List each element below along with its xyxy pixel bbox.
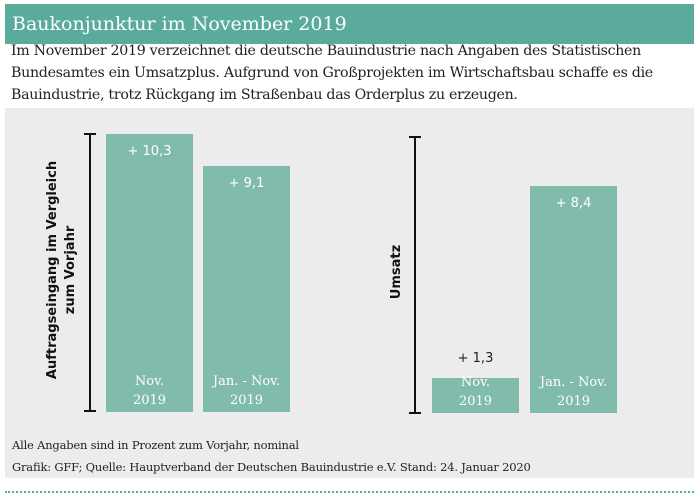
bar — [203, 166, 290, 412]
y-axis-cap-top-1 — [84, 133, 96, 135]
intro-text: Im November 2019 verzeichnet die deutsch… — [11, 43, 653, 103]
bar — [530, 186, 617, 413]
category-line: 2019 — [458, 394, 493, 409]
y-label-line: Umsatz — [389, 244, 404, 300]
category-label: Jan. - Nov. 2019 — [530, 373, 617, 411]
category-line: 2019 — [132, 393, 167, 408]
category-line: Jan. - Nov. — [212, 374, 281, 389]
y-label-line: zum Vorjahr — [63, 225, 78, 315]
category-line: Nov. — [134, 374, 165, 389]
category-line: Jan. - Nov. — [539, 375, 608, 390]
data-label: + 9,1 — [228, 176, 265, 192]
dotted-divider — [5, 491, 694, 493]
y-axis-cap-bottom-1 — [84, 410, 96, 412]
category-label: Jan. - Nov. 2019 — [203, 372, 290, 410]
y-axis-label-2: Umsatz — [388, 245, 406, 299]
y-axis-cap-top-2 — [409, 136, 421, 138]
data-label: + 1,3 — [457, 350, 494, 366]
page-title: Baukonjunktur im November 2019 — [5, 4, 694, 44]
y-axis-label-1: Auftragseingang im Vergleich zum Vorjahr — [44, 161, 80, 379]
data-label: + 8,4 — [555, 196, 592, 212]
y-axis-line-1 — [89, 133, 91, 412]
footnote: Alle Angaben sind in Prozent zum Vorjahr… — [12, 438, 299, 452]
source-note: Grafik: GFF; Quelle: Hauptverband der De… — [12, 460, 531, 474]
category-line: Nov. — [460, 375, 491, 390]
data-label: + 10,3 — [127, 143, 172, 159]
category-label: Nov. 2019 — [432, 373, 519, 411]
bar — [432, 377, 519, 413]
bar — [106, 133, 193, 412]
category-label: Nov. 2019 — [106, 372, 193, 410]
y-label-line: Auftragseingang im Vergleich — [45, 160, 60, 380]
category-line: 2019 — [229, 393, 264, 408]
category-line: 2019 — [556, 394, 591, 409]
y-axis-cap-bottom-2 — [409, 412, 421, 414]
y-axis-line-2 — [414, 136, 416, 414]
